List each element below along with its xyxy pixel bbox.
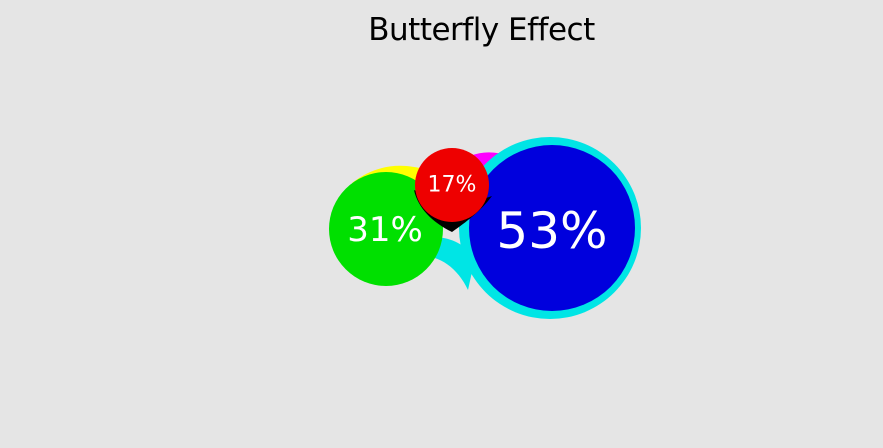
label-53: 53% (496, 202, 607, 260)
label-17: 17% (428, 173, 477, 198)
label-31: 31% (347, 210, 423, 250)
bubble-53 (469, 145, 635, 311)
bubble-17 (415, 148, 489, 222)
bubble-31 (329, 172, 443, 286)
chart-title: Butterfly Effect (368, 12, 595, 48)
